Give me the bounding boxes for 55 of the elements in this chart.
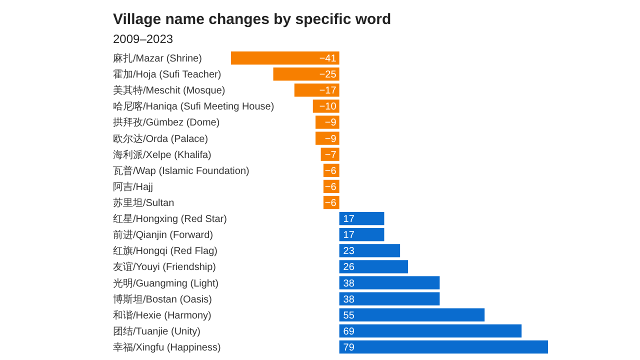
data-label: −6 bbox=[324, 198, 337, 209]
data-label: 17 bbox=[343, 214, 355, 226]
y-tick-label: 霍加/Hoja (Sufi Teacher) bbox=[113, 68, 222, 81]
y-tick-label: 博斯坦/Bostan (Oasis) bbox=[113, 293, 212, 306]
bar bbox=[339, 212, 384, 226]
y-tick-label: 欧尔达/Orda (Palace) bbox=[113, 132, 208, 145]
y-tick-label: 友谊/Youyi (Friendship) bbox=[113, 261, 216, 274]
data-label: −6 bbox=[324, 182, 337, 193]
bar bbox=[339, 276, 440, 290]
bar bbox=[339, 260, 408, 274]
bar bbox=[231, 51, 340, 65]
y-tick-label: 光明/Guangming (Light) bbox=[113, 277, 219, 290]
y-tick-label: 幸福/Xingfu (Happiness) bbox=[113, 341, 221, 354]
chart-title: Village name changes by specific word bbox=[113, 11, 392, 28]
data-label: 69 bbox=[343, 326, 355, 338]
bar bbox=[339, 324, 522, 338]
y-tick-label: 和谐/Hexie (Harmony) bbox=[113, 309, 212, 322]
bar bbox=[316, 132, 340, 145]
y-tick-label: 红旗/Hongqi (Red Flag) bbox=[113, 245, 218, 258]
data-label: −17 bbox=[319, 86, 337, 97]
data-label: −41 bbox=[319, 54, 337, 65]
bar bbox=[339, 340, 548, 354]
y-tick-label: 阿吉/Hajj bbox=[113, 180, 154, 193]
data-label: −25 bbox=[319, 70, 337, 81]
y-tick-label: 麻扎/Mazar (Shrine) bbox=[113, 52, 202, 65]
y-tick-label: 拱拜孜/Gümbez (Dome) bbox=[113, 116, 220, 129]
bar bbox=[273, 67, 340, 81]
bar bbox=[339, 308, 485, 322]
data-label: 26 bbox=[343, 262, 355, 274]
y-tick-label: 红星/Hongxing (Red Star) bbox=[113, 213, 227, 226]
y-tick-label: 瓦普/Wap (Islamic Foundation) bbox=[113, 164, 250, 177]
data-label: 17 bbox=[343, 230, 355, 242]
bar bbox=[294, 84, 340, 97]
chart-subtitle: 2009–2023 bbox=[113, 32, 174, 46]
bar bbox=[339, 292, 440, 306]
data-label: 79 bbox=[343, 342, 355, 354]
y-tick-label: 苏里坦/Sultan bbox=[113, 197, 174, 209]
data-label: 55 bbox=[343, 310, 355, 322]
data-label: 38 bbox=[343, 294, 355, 306]
y-tick-label: 哈尼喀/Haniqa (Sufi Meeting House) bbox=[113, 100, 274, 113]
data-label: −7 bbox=[324, 150, 337, 161]
y-tick-label: 美其特/Meschit (Mosque) bbox=[113, 84, 226, 97]
y-tick-label: 团结/Tuanjie (Unity) bbox=[113, 325, 200, 338]
data-label: −9 bbox=[324, 134, 337, 145]
data-label: 23 bbox=[343, 246, 355, 258]
data-label: −9 bbox=[324, 118, 337, 129]
y-tick-label: 前进/Qianjin (Forward) bbox=[113, 229, 214, 242]
data-label: 38 bbox=[343, 278, 355, 290]
data-label: −6 bbox=[324, 166, 337, 177]
bar bbox=[316, 116, 340, 129]
bar bbox=[339, 228, 384, 242]
y-tick-label: 海利派/Xelpe (Khalifa) bbox=[113, 148, 212, 161]
bar bbox=[320, 148, 340, 161]
data-label: −10 bbox=[319, 102, 337, 113]
bar bbox=[339, 244, 400, 258]
